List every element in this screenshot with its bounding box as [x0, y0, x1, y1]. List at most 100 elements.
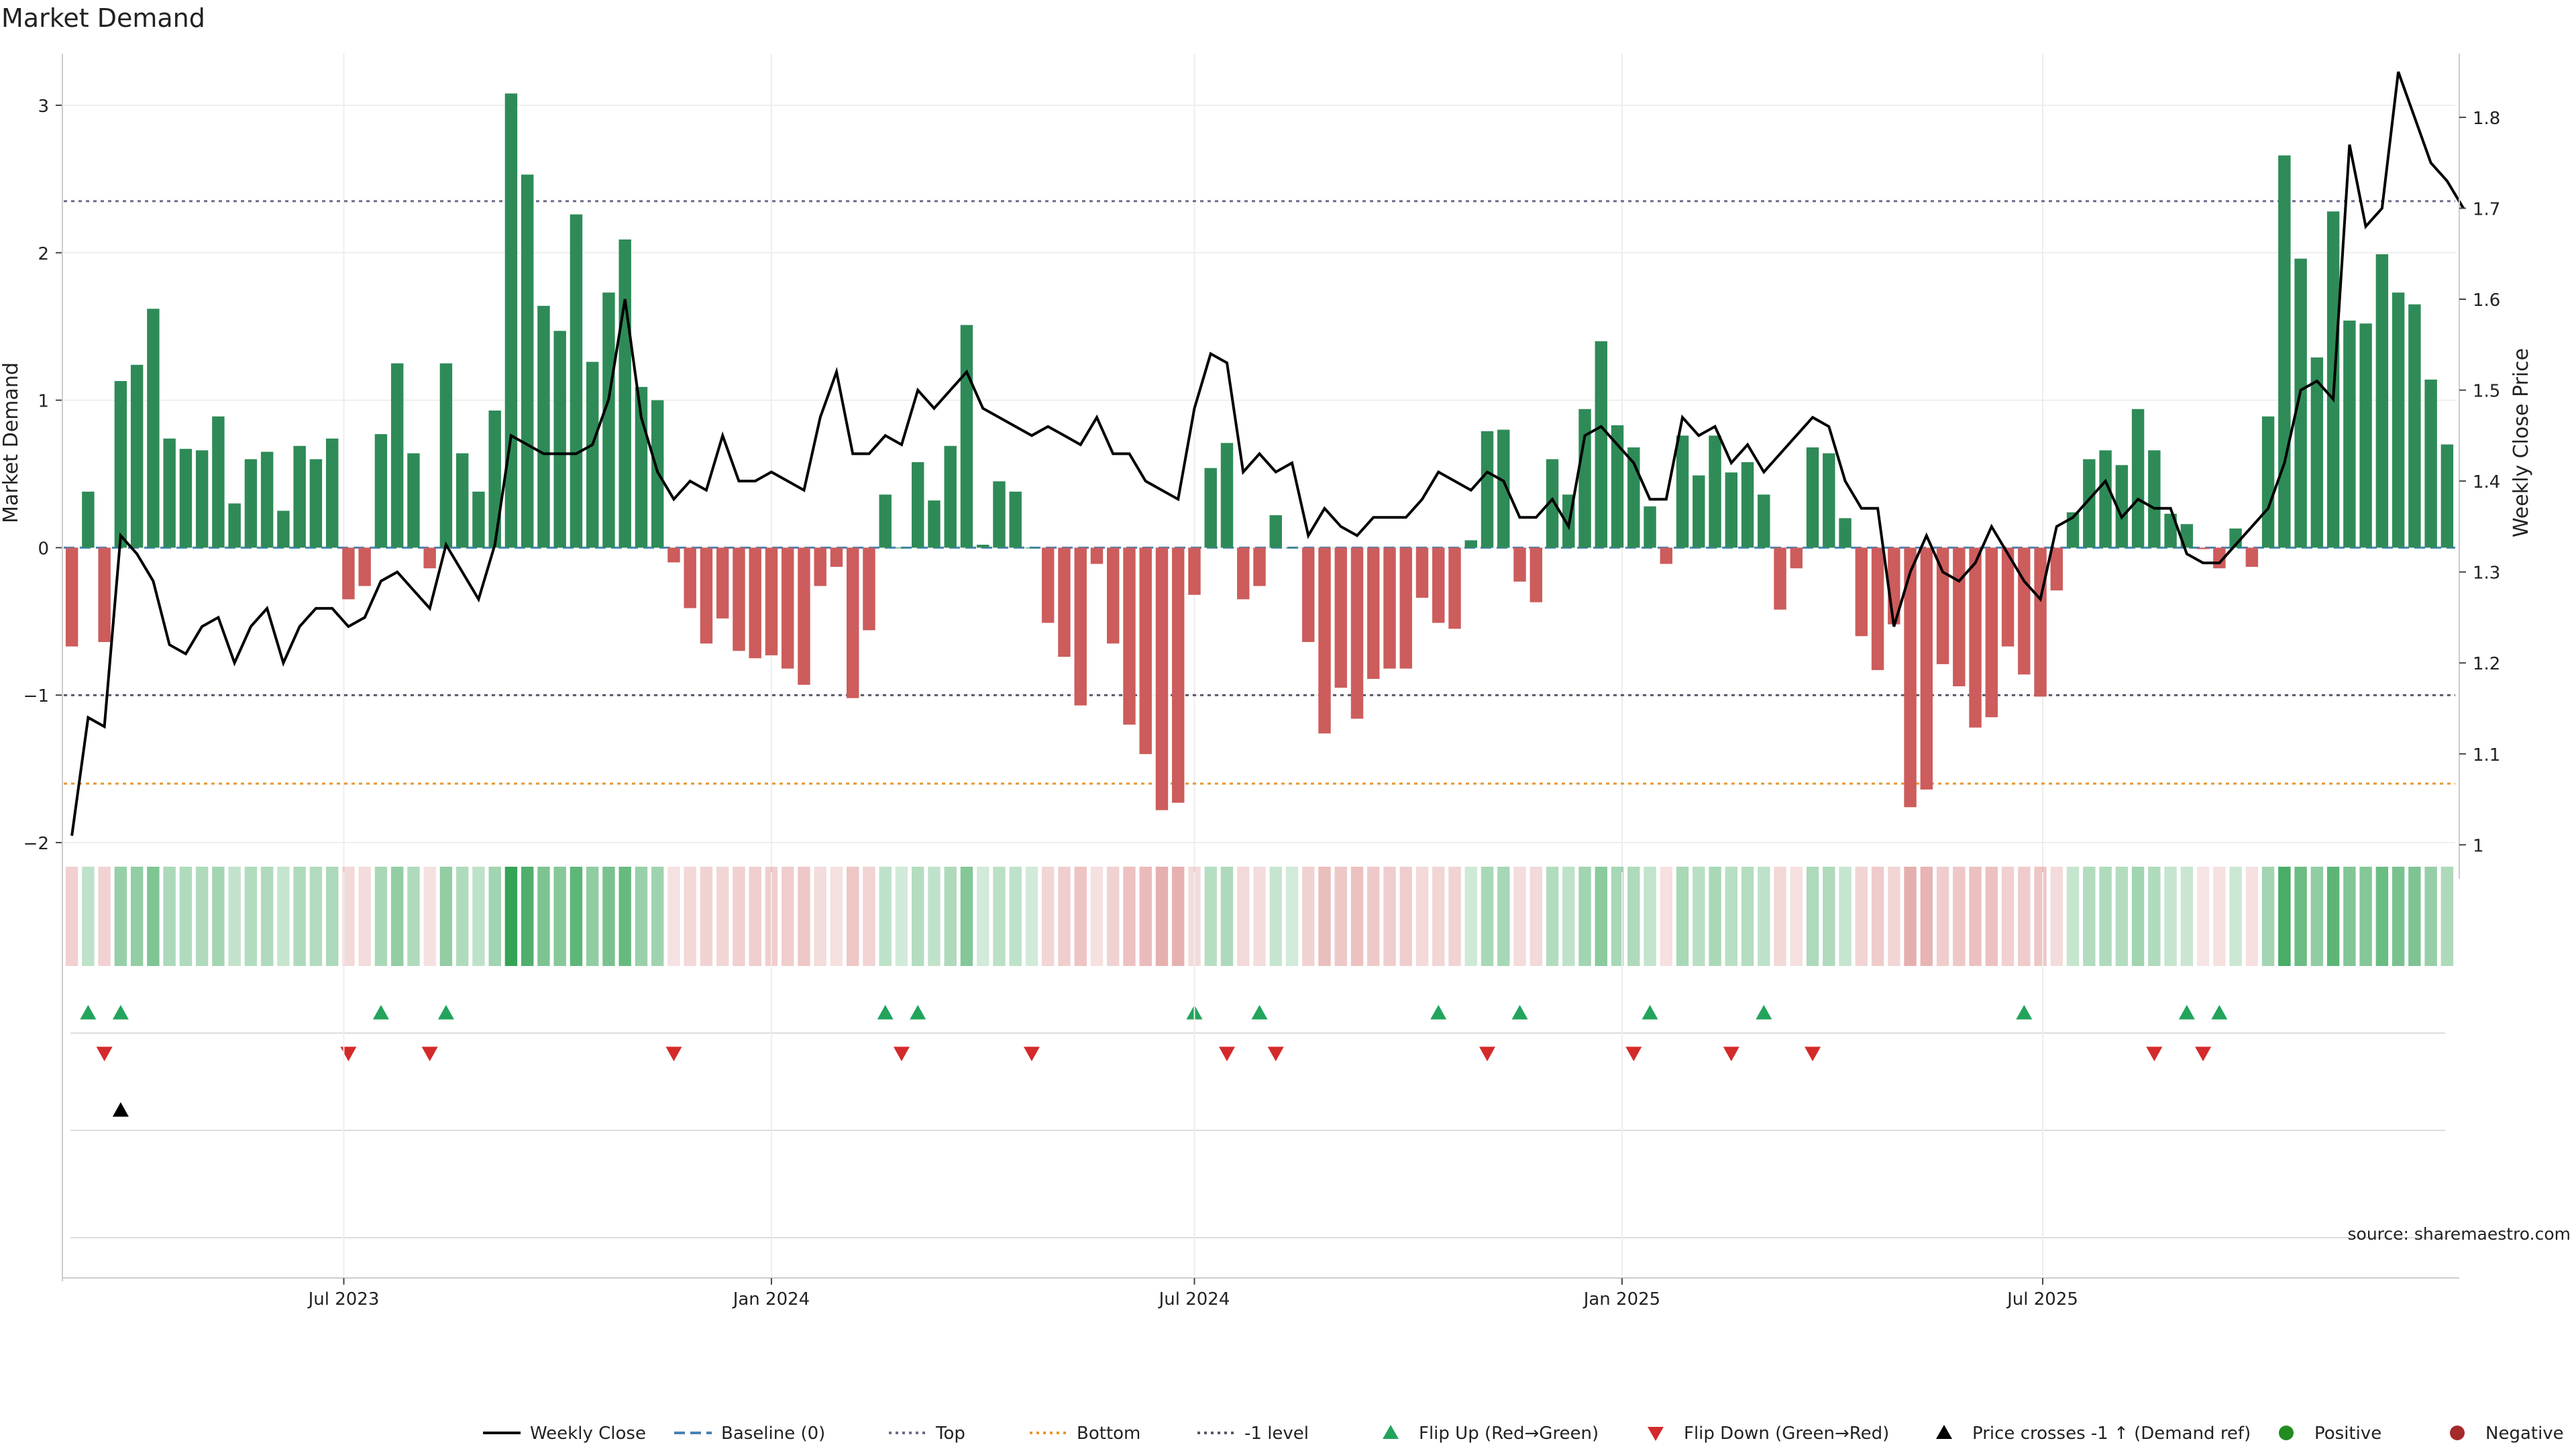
demand-bar — [1546, 459, 1559, 548]
x-tick-label: Jul 2025 — [2006, 1289, 2078, 1309]
strip-cell — [277, 867, 290, 966]
flip-down-marker — [1479, 1046, 1496, 1061]
demand-bar — [455, 453, 469, 548]
strip-cell — [537, 867, 550, 966]
demand-bar — [163, 438, 176, 548]
strip-cell — [195, 867, 209, 966]
strip-cell — [2018, 867, 2031, 966]
demand-bar — [260, 451, 274, 548]
demand-bar — [1172, 547, 1185, 803]
x-axis-ticks: Jul 2023 Jan 2024 Jul 2024 Jan 2025 Jul 2025 — [62, 872, 2459, 1309]
strip-cell — [2359, 867, 2372, 966]
demand-bar — [765, 547, 778, 655]
y2-tick-label: 1.1 — [2473, 745, 2500, 765]
demand-bar — [374, 434, 388, 548]
strip-cell — [1676, 867, 1689, 966]
demand-bar — [521, 174, 534, 548]
strip-cell — [1302, 867, 1315, 966]
demand-bar — [1823, 453, 1835, 548]
legend-swatch — [2450, 1426, 2465, 1440]
strip-cell — [1985, 867, 1998, 966]
flip-down-marker — [421, 1046, 438, 1061]
legend-label: Negative — [2485, 1424, 2564, 1444]
demand-bar — [1774, 547, 1786, 610]
strip-cell — [1318, 867, 1331, 966]
strip-cell — [2099, 867, 2112, 966]
strip-cell — [586, 867, 599, 966]
demand-bar — [1107, 547, 1120, 644]
right-axis-ticks: 1.8 1.7 1.6 1.5 1.4 1.3 1.2 1.1 1 — [2459, 54, 2500, 879]
flip-up-marker — [1642, 1005, 1658, 1020]
demand-bar — [1871, 547, 1884, 670]
strip-cell — [651, 867, 664, 966]
strip-cell — [944, 867, 957, 966]
strip-cell — [602, 867, 615, 966]
demand-bar — [1139, 547, 1152, 755]
flip-up-marker — [2178, 1005, 2195, 1020]
demand-bar — [1415, 547, 1429, 598]
demand-bar — [1058, 547, 1071, 657]
strip-cell — [1172, 867, 1185, 966]
demand-bar — [733, 547, 745, 651]
strip-cell — [1936, 867, 1949, 966]
strip-cell — [960, 867, 973, 966]
demand-bar — [1839, 518, 1851, 548]
demand-bar — [1383, 547, 1396, 669]
demand-bar — [863, 547, 875, 631]
legend-swatch — [1648, 1427, 1664, 1441]
demand-bar — [1188, 547, 1201, 595]
strip-cell — [1009, 867, 1022, 966]
strip-cell — [911, 867, 924, 966]
demand-bar — [358, 547, 371, 586]
legend-swatch — [1383, 1425, 1399, 1439]
demand-bar — [488, 410, 501, 548]
strip-cell — [1725, 867, 1738, 966]
demand-bar — [1693, 475, 1705, 548]
strip-cell — [1025, 867, 1038, 966]
demand-bar — [1432, 547, 1445, 623]
strip-cell — [798, 867, 810, 966]
strip-cell — [179, 867, 193, 966]
demand-bar — [1350, 547, 1364, 719]
strip-cell — [2245, 867, 2259, 966]
strip-cell — [82, 867, 95, 966]
demand-bar — [2050, 547, 2063, 591]
demand-bar — [1741, 462, 1754, 548]
strip-cell — [98, 867, 111, 966]
demand-bar — [1253, 547, 1266, 586]
flip-up-marker — [112, 1005, 129, 1020]
demand-bar — [1904, 547, 1917, 808]
flip-up-marker — [1251, 1005, 1268, 1020]
strip-cell — [488, 867, 501, 966]
strip-cell — [309, 867, 323, 966]
grid — [64, 54, 2455, 872]
strip-cell — [130, 867, 144, 966]
strip-cell — [781, 867, 794, 966]
chart-title: Market Demand — [1, 3, 205, 33]
demand-bar — [895, 547, 908, 549]
demand-bar — [667, 547, 680, 563]
legend-item: Negative — [2450, 1424, 2564, 1444]
strip-cell — [65, 867, 78, 966]
demand-bar — [928, 500, 941, 548]
strip-cell — [342, 867, 355, 966]
demand-bar — [944, 445, 957, 548]
y-tick-label: 1 — [38, 392, 49, 412]
demand-bar — [179, 449, 193, 548]
demand-bar — [1578, 409, 1591, 548]
strip-cell — [163, 867, 176, 966]
strip-cell — [1741, 867, 1754, 966]
demand-bar — [98, 547, 111, 643]
flip-down-marker — [2195, 1046, 2212, 1061]
strip-cell — [358, 867, 371, 966]
y2-tick-label: 1 — [2473, 836, 2484, 856]
strip-cell — [390, 867, 404, 966]
flip-up-marker — [2211, 1005, 2228, 1020]
demand-heat-strip — [65, 867, 2454, 966]
strip-cell — [1871, 867, 1884, 966]
strip-cell — [716, 867, 729, 966]
strip-cell — [619, 867, 631, 966]
strip-cell — [1058, 867, 1071, 966]
demand-bar — [553, 331, 566, 548]
strip-cell — [1090, 867, 1104, 966]
